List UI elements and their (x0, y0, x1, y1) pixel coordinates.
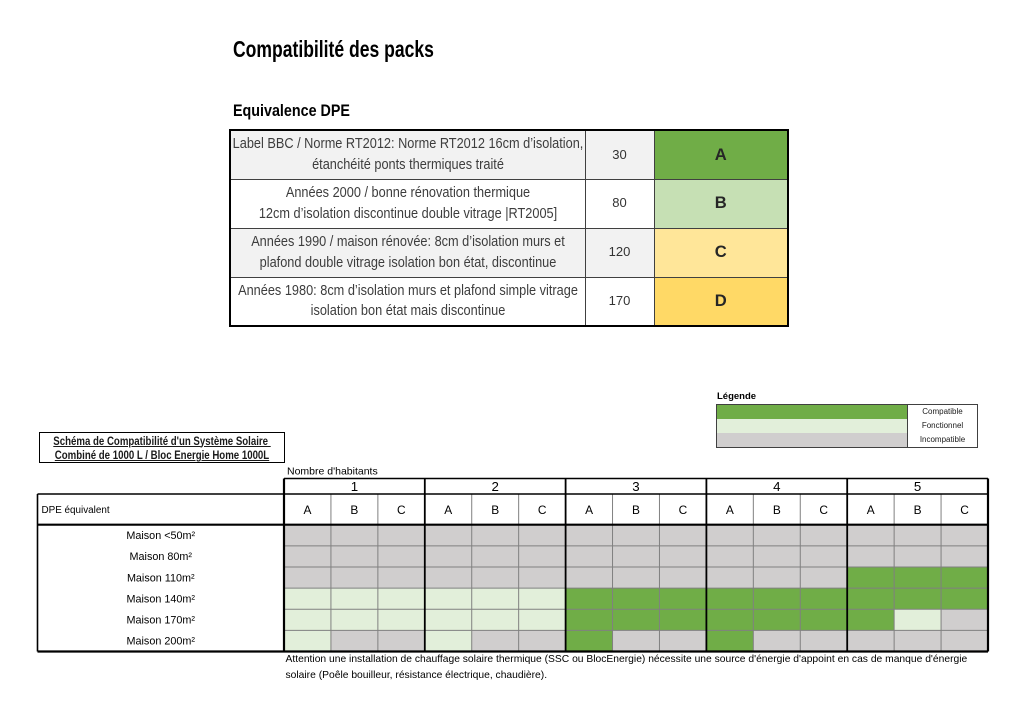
svg-text:4: 4 (773, 479, 780, 494)
svg-text:B: B (491, 503, 499, 517)
svg-text:Nombre d'habitants: Nombre d'habitants (287, 466, 378, 478)
svg-text:Maison 140m²: Maison 140m² (127, 593, 196, 605)
svg-text:C: C (538, 503, 547, 517)
svg-text:C: C (397, 503, 406, 517)
svg-text:A: A (585, 503, 593, 517)
svg-text:B: B (350, 503, 358, 517)
svg-text:A: A (726, 503, 734, 517)
svg-text:DPE équivalent: DPE équivalent (42, 505, 110, 516)
svg-text:C: C (819, 503, 828, 517)
svg-text:A: A (304, 503, 312, 517)
svg-text:C: C (679, 503, 688, 517)
svg-text:Maison 80m²: Maison 80m² (130, 551, 193, 563)
svg-text:2: 2 (491, 479, 498, 494)
svg-text:5: 5 (914, 479, 921, 494)
svg-text:A: A (867, 503, 875, 517)
svg-text:B: B (632, 503, 640, 517)
svg-text:C: C (960, 503, 969, 517)
svg-text:3: 3 (632, 479, 639, 494)
svg-text:Maison 200m²: Maison 200m² (127, 636, 196, 648)
svg-text:B: B (773, 503, 781, 517)
svg-text:Maison 170m²: Maison 170m² (127, 615, 196, 627)
svg-text:B: B (914, 503, 922, 517)
svg-text:Maison 110m²: Maison 110m² (127, 572, 195, 584)
svg-text:A: A (444, 503, 452, 517)
svg-text:1: 1 (351, 479, 358, 494)
svg-text:Maison <50m²: Maison <50m² (126, 530, 195, 542)
